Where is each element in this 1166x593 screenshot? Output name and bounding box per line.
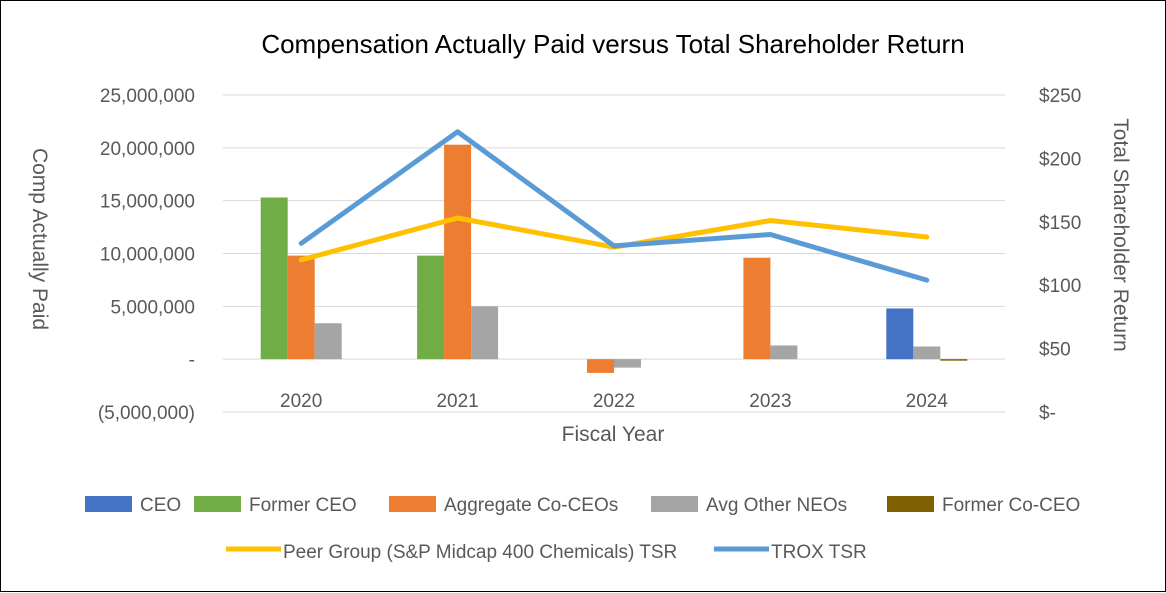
y-tick-label: 5,000,000 <box>110 297 195 318</box>
x-tick-label: 2020 <box>280 391 322 412</box>
y-axis-title: Comp Actually Paid <box>28 148 51 330</box>
legend-swatch-aggregate-co-ceos <box>389 496 436 512</box>
bar-avg-other-neos-2022 <box>614 359 641 368</box>
bar-former-ceo-2020 <box>260 197 288 360</box>
legend-label-former-co-ceo: Former Co-CEO <box>942 495 1080 516</box>
bar-avg-other-neos-2023 <box>770 345 798 360</box>
line-layer <box>298 129 930 283</box>
bar-ceo-2024 <box>886 308 914 360</box>
y2-tick-label: $100 <box>1039 276 1081 297</box>
x-ticks: 2020 2021 2022 2023 2024 <box>280 391 948 412</box>
bar-aggregate-co-ceos-2020 <box>287 255 315 360</box>
bar-aggregate-co-ceos-2022 <box>587 359 614 373</box>
bar-avg-other-neos-2024 <box>913 346 941 360</box>
y2-axis-title: Total Shareholder Return <box>1109 118 1132 351</box>
legend-swatch-avg-other-neos <box>651 496 698 512</box>
line-trox-tsr <box>298 129 930 283</box>
y2-tick-label: $250 <box>1039 86 1081 107</box>
bar-layer <box>260 144 968 373</box>
legend-swatch-former-ceo <box>194 496 241 512</box>
y-tick-label: 25,000,000 <box>100 86 195 107</box>
legend: CEO Former CEO Aggregate Co-CEOs Avg Other … <box>85 495 1080 563</box>
bar-aggregate-co-ceos-2021 <box>444 144 472 360</box>
y-tick-label: 15,000,000 <box>100 192 195 213</box>
legend-label-ceo: CEO <box>140 495 181 516</box>
primary-y-ticks: (5,000,000) - 5,000,000 10,000,000 15,000,00… <box>98 86 195 424</box>
secondary-y-ticks: $- $50 $100 $150 $200 $250 <box>1039 86 1081 424</box>
x-tick-label: 2022 <box>593 391 635 412</box>
legend-swatch-ceo <box>85 496 132 512</box>
y2-tick-label: $200 <box>1039 149 1081 170</box>
legend-label-former-ceo: Former CEO <box>249 495 357 516</box>
y-tick-label: (5,000,000) <box>98 403 195 424</box>
bar-avg-other-neos-2021 <box>471 306 499 360</box>
x-tick-label: 2024 <box>906 391 949 412</box>
legend-label-trox-tsr: TROX TSR <box>771 542 867 563</box>
legend-swatch-former-co-ceo <box>887 496 934 512</box>
gridlines <box>223 94 1005 413</box>
legend-label-aggregate-co-ceos: Aggregate Co-CEOs <box>444 495 618 516</box>
bar-avg-other-neos-2020 <box>314 323 342 360</box>
y-tick-label: 20,000,000 <box>100 139 195 160</box>
y2-tick-label: $- <box>1039 403 1056 424</box>
y2-tick-label: $50 <box>1039 340 1071 361</box>
bar-former-ceo-2021 <box>417 255 445 360</box>
y2-tick-label: $150 <box>1039 213 1081 234</box>
bar-aggregate-co-ceos-2023 <box>743 257 771 360</box>
x-axis-title: Fiscal Year <box>562 423 665 446</box>
chart-title: Compensation Actually Paid versus Total … <box>261 29 964 59</box>
y-tick-label: 10,000,000 <box>100 245 195 266</box>
x-tick-label: 2021 <box>436 391 478 412</box>
y-tick-label: - <box>189 350 195 371</box>
bar-former-co-ceo-2024 <box>940 359 968 361</box>
x-tick-label: 2023 <box>749 391 791 412</box>
legend-label-peer-group-s-p-midcap-400-chemicals-tsr: Peer Group (S&P Midcap 400 Chemicals) TS… <box>283 542 677 563</box>
legend-label-avg-other-neos: Avg Other NEOs <box>706 495 847 516</box>
